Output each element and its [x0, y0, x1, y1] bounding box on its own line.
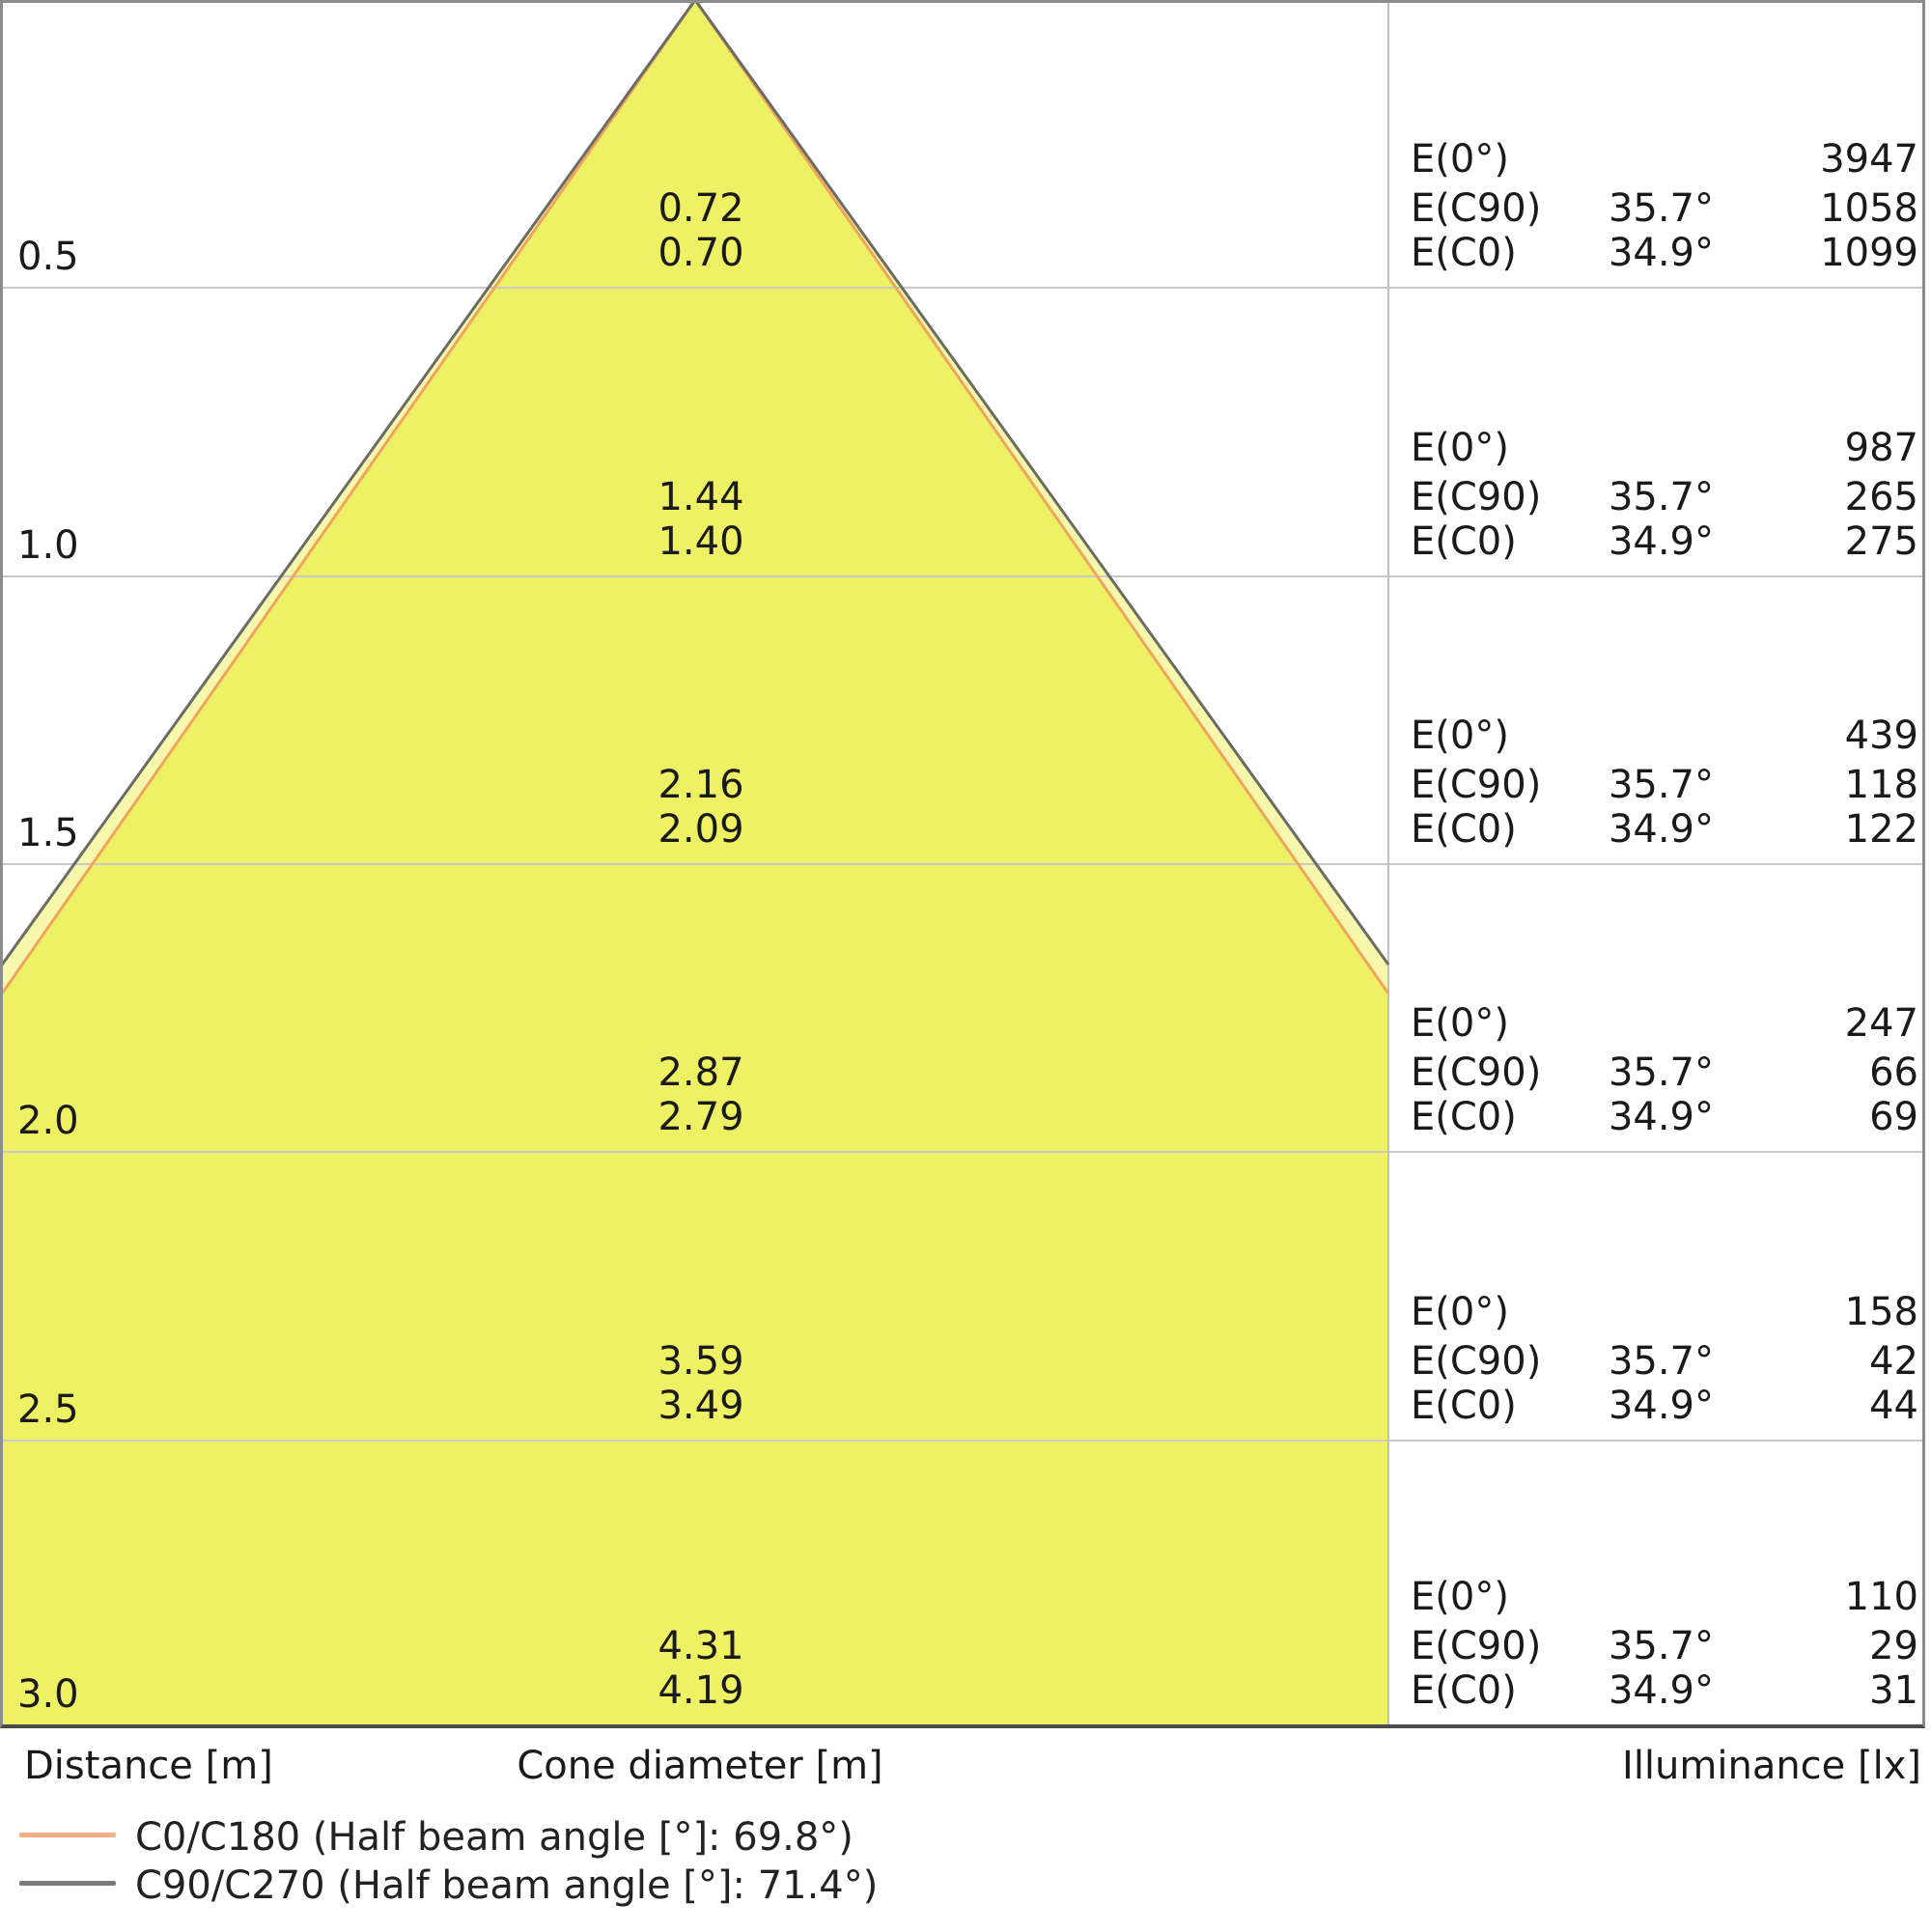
c90-legend-swatch — [19, 1881, 116, 1886]
gridlines — [0, 287, 1925, 1442]
cone-diameter-c90-value: 2.16 — [658, 763, 744, 807]
e0-label: E(0°) — [1411, 137, 1509, 182]
c90-legend-label: C90/C270 (Half beam angle [°]: 71.4°) — [135, 1863, 879, 1908]
ec0-angle: 34.9° — [1608, 231, 1714, 275]
ec0-label: E(C0) — [1411, 1668, 1517, 1713]
ec0-angle: 34.9° — [1608, 1668, 1714, 1713]
distance-label: 2.0 — [17, 1099, 79, 1143]
ec90-illuminance-value: 265 — [1844, 475, 1918, 519]
ec0-label: E(C0) — [1411, 519, 1517, 564]
cone-diameter-axis-label: Cone diameter [m] — [517, 1744, 883, 1788]
ec90-angle: 35.7° — [1608, 1624, 1714, 1668]
ec0-illuminance-value: 69 — [1869, 1095, 1918, 1139]
c0-legend-swatch — [19, 1833, 116, 1837]
ec0-angle: 34.9° — [1608, 1095, 1714, 1139]
ec90-angle: 35.7° — [1608, 763, 1714, 807]
ec90-label: E(C90) — [1411, 1624, 1542, 1668]
c90-beam-edge-line — [0, 0, 1390, 968]
e0-illuminance-value: 158 — [1844, 1290, 1918, 1334]
ec0-label: E(C0) — [1411, 807, 1517, 852]
cone-diameter-c0-value: 2.79 — [658, 1095, 744, 1139]
cone-chart-canvas — [0, 0, 1925, 1728]
ec0-illuminance-value: 31 — [1869, 1668, 1918, 1713]
ec90-label: E(C90) — [1411, 1339, 1542, 1384]
ec0-angle: 34.9° — [1608, 807, 1714, 852]
ec90-label: E(C90) — [1411, 1050, 1542, 1095]
ec90-illuminance-value: 42 — [1869, 1339, 1918, 1384]
cone-diameter-c90-value: 4.31 — [658, 1624, 744, 1668]
ec90-illuminance-value: 29 — [1869, 1624, 1918, 1668]
ec0-label: E(C0) — [1411, 1095, 1517, 1139]
ec0-illuminance-value: 44 — [1869, 1384, 1918, 1428]
ec0-label: E(C0) — [1411, 1384, 1517, 1428]
e0-label: E(0°) — [1411, 1290, 1509, 1334]
ec90-illuminance-value: 66 — [1869, 1050, 1918, 1095]
ec0-illuminance-value: 122 — [1844, 807, 1918, 852]
ec90-illuminance-value: 118 — [1844, 763, 1918, 807]
e0-label: E(0°) — [1411, 1001, 1509, 1046]
ec0-angle: 34.9° — [1608, 1384, 1714, 1428]
cone-diameter-c0-value: 1.40 — [658, 519, 744, 564]
distance-label: 1.5 — [17, 811, 79, 855]
ec90-illuminance-value: 1058 — [1820, 186, 1918, 231]
e0-label: E(0°) — [1411, 1575, 1509, 1619]
cone-diameter-c90-value: 1.44 — [658, 475, 744, 519]
ec90-label: E(C90) — [1411, 763, 1542, 807]
e0-illuminance-value: 247 — [1844, 1001, 1918, 1046]
ec90-label: E(C90) — [1411, 186, 1542, 231]
ec0-angle: 34.9° — [1608, 519, 1714, 564]
cone-diameter-c0-value: 2.09 — [658, 807, 744, 852]
illuminance-axis-label: Illuminance [lx] — [1622, 1744, 1921, 1788]
c0-legend-label: C0/C180 (Half beam angle [°]: 69.8°) — [135, 1815, 854, 1860]
cone-diameter-c0-value: 4.19 — [658, 1668, 744, 1713]
cone-diameter-c0-value: 0.70 — [658, 231, 744, 275]
ec0-illuminance-value: 275 — [1844, 519, 1918, 564]
e0-label: E(0°) — [1411, 714, 1509, 758]
cone-diameter-c90-value: 3.59 — [658, 1339, 744, 1384]
cone-diameter-c90-value: 2.87 — [658, 1050, 744, 1095]
e0-illuminance-value: 987 — [1844, 426, 1918, 470]
distance-label: 2.5 — [17, 1387, 79, 1432]
cone-diameter-c90-value: 0.72 — [658, 186, 744, 231]
ec90-angle: 35.7° — [1608, 475, 1714, 519]
distance-label: 3.0 — [17, 1672, 79, 1717]
ec90-angle: 35.7° — [1608, 1050, 1714, 1095]
ec90-angle: 35.7° — [1608, 1339, 1714, 1384]
c0-beam-edge-line — [0, 0, 1390, 997]
distance-axis-label: Distance [m] — [24, 1744, 273, 1788]
ec0-illuminance-value: 1099 — [1820, 231, 1918, 275]
cone-diameter-c0-value: 3.49 — [658, 1384, 744, 1428]
ec90-angle: 35.7° — [1608, 186, 1714, 231]
ec90-label: E(C90) — [1411, 475, 1542, 519]
e0-illuminance-value: 3947 — [1820, 137, 1918, 182]
e0-illuminance-value: 439 — [1844, 714, 1918, 758]
e0-label: E(0°) — [1411, 426, 1509, 470]
distance-label: 1.0 — [17, 523, 79, 568]
distance-label: 0.5 — [17, 235, 79, 279]
e0-illuminance-value: 110 — [1844, 1575, 1918, 1619]
ec0-label: E(C0) — [1411, 231, 1517, 275]
